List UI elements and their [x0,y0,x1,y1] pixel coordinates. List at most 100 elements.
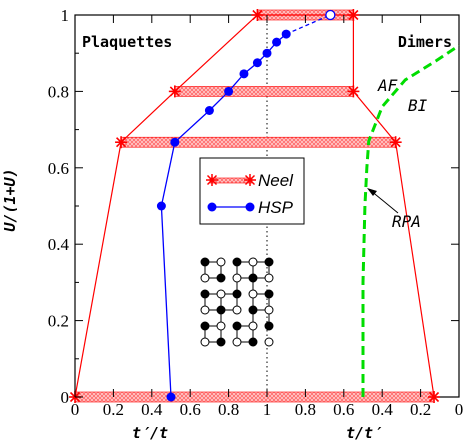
lattice-site-8 [248,273,258,283]
neel-marker-1-1 [389,136,402,149]
neel-marker-stroke-3 [116,137,127,148]
neel-markers [69,9,441,403]
lattice-site-28 [248,337,258,347]
x-tick-label-right-0: 0.8 [295,400,316,419]
lattice-site-26 [216,337,226,347]
hsp-point-4 [224,86,234,96]
neel-marker-3-0 [251,9,264,21]
neel-marker-2-1 [347,85,360,98]
axis-ticks [74,14,460,398]
y-tick-label-2: 0.4 [48,235,70,254]
legend-box [199,157,305,225]
hsp-points [156,9,336,402]
neel-marker-stroke-3 [348,9,359,21]
y-tick-label-3: 0.6 [48,159,69,178]
lattice-site-25 [200,337,210,347]
lattice-site-18 [248,305,258,315]
lattice-site-11 [216,289,226,299]
x-tick-label-right-4: 0 [455,400,464,419]
neel-marker-stroke-3 [428,391,440,403]
annotation-bi: BI [408,96,428,115]
x-tick-label-left-2: 0.4 [141,400,163,419]
hsp-point-7 [262,48,272,58]
neel-marker-2-0 [168,85,181,98]
y-axis-title: U/(1+U) [1,168,19,231]
hsp-point-3 [204,106,214,115]
hsp-point-6 [252,58,262,68]
legend-hsp-label: HSP [258,198,294,217]
lattice-site-21 [216,321,226,331]
y-tick-label-5: 1 [61,6,70,25]
lattice-site-1 [216,257,226,267]
y-tick-label-1: 0.2 [48,312,69,331]
x-tick-label-right-1: 0.6 [333,400,354,419]
rpa-line [361,44,460,397]
neel-marker-stroke-3 [390,137,401,148]
y-tick-label-0: 0 [61,388,70,407]
hsp-line [160,33,287,398]
lattice-site-3 [248,257,258,267]
lattice-site-2 [232,257,242,267]
x-tick-label-right-3: 0.2 [410,400,431,419]
hsp-point-8 [272,37,282,47]
lattice-site-4 [264,257,274,267]
hsp-point-5 [239,69,249,79]
neel-marker-3-1 [347,9,360,21]
legend: Neel HSP [199,157,305,225]
lattice-site-13 [248,289,258,299]
lattice-site-12 [232,289,242,299]
neel-marker-stroke-3 [348,86,359,97]
neel-marker-stroke-3 [252,9,263,21]
hsp-point-open [325,9,336,21]
hsp-point-0 [166,392,176,402]
lattice-site-27 [232,337,242,347]
hsp-point-9 [281,29,291,39]
lattice-site-7 [232,273,242,283]
hsp-point-1 [156,201,166,211]
x-tick-label-left-4: 0.8 [218,400,239,419]
neel-marker-0-1 [428,391,441,403]
neel-bar-1 [120,136,396,148]
y-tick-label-4: 0.8 [48,82,69,101]
legend-neel-marker-2 [244,174,256,186]
x-tick-labels: 0 0.2 0.4 0.6 0.8 1 0.8 0.6 0.4 0.2 0 [71,400,464,419]
lattice-site-20 [200,321,210,331]
annotation-rpa: RPA [392,212,421,231]
lattice-site-22 [232,321,242,331]
lattice-site-9 [264,273,274,283]
x-tick-label-left-0: 0 [71,400,80,419]
lattice-site-5 [200,273,210,283]
x-tick-label-left-5: 1 [263,400,272,419]
legend-neel-marker [206,174,218,186]
lattice-site-29 [264,337,274,347]
x-tick-label-left-3: 0.6 [180,400,201,419]
hsp-point-2 [170,137,180,147]
hsp-dashed-extension [285,14,331,35]
x-tick-label-right-2: 0.4 [372,400,394,419]
annotation-af: AF [377,76,398,95]
neel-bar-2 [174,86,354,97]
lattice-site-23 [248,321,258,331]
x-axis-title-right: t/t′ [346,424,382,442]
region-label-dimers: Dimers [398,33,452,51]
lattice-site-24 [264,321,274,331]
lattice-site-0 [200,257,210,267]
legend-hsp-marker [207,202,217,212]
x-tick-label-left-1: 0.2 [103,400,124,419]
neel-marker-stroke-3 [169,86,180,97]
legend-neel-label: Neel [258,171,294,190]
lattice-site-14 [264,289,274,299]
lattice-site-6 [216,273,226,283]
lattice-site-15 [200,305,210,315]
legend-hsp-marker-2 [245,202,255,212]
neel-marker-1-0 [115,136,128,149]
lattice-site-16 [216,305,226,315]
lattice-site-17 [232,305,242,315]
y-tick-labels: 0 0.2 0.4 0.6 0.8 1 [48,6,70,407]
lattice-diagram [200,257,274,347]
lattice-site-19 [264,305,274,315]
x-axis-title-left: t′/t [132,424,168,442]
region-label-plaquettes: Plaquettes [82,33,172,51]
rpa-arrowhead [367,188,377,196]
